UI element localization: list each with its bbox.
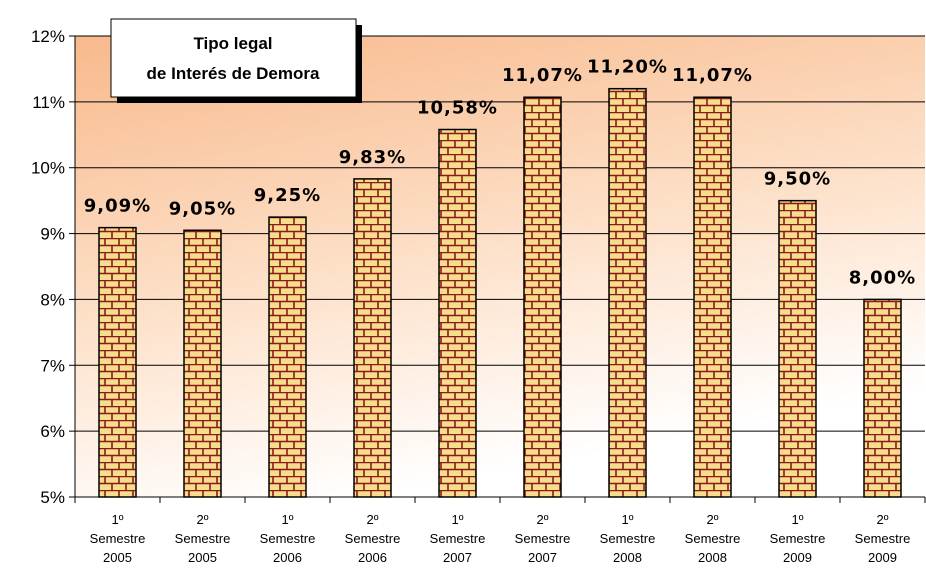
x-tick-label: 2006 xyxy=(273,550,302,565)
data-label: 11,20% xyxy=(587,57,668,78)
bar xyxy=(183,229,222,498)
y-tick-label: 7% xyxy=(40,356,65,375)
x-tick-label: Semestre xyxy=(90,531,146,546)
y-tick-label: 11% xyxy=(32,93,65,112)
y-tick-label: 5% xyxy=(40,488,65,507)
x-tick-label: Semestre xyxy=(345,531,401,546)
x-tick-label: 2º xyxy=(537,512,549,527)
x-tick-label: Semestre xyxy=(260,531,316,546)
y-tick-label: 10% xyxy=(31,159,65,178)
y-tick-label: 12% xyxy=(31,27,65,46)
x-tick-label: 2007 xyxy=(528,550,557,565)
data-label: 10,58% xyxy=(417,98,498,119)
bar xyxy=(608,87,647,498)
x-tick-label: Semestre xyxy=(515,531,571,546)
x-tick-label: 2008 xyxy=(698,550,727,565)
x-axis: 1º Semestre 2005 2º Semestre 2005 1º Semestre 20… xyxy=(74,496,926,565)
x-tick-label: 2º xyxy=(877,512,889,527)
data-label: 11,07% xyxy=(672,65,753,86)
chart-title-box: Tipo legal de Interés de Demora xyxy=(110,18,362,103)
bar xyxy=(268,216,307,498)
x-tick-label: Semestre xyxy=(600,531,656,546)
data-label: 9,25% xyxy=(254,185,321,206)
x-tick-label: 2009 xyxy=(783,550,812,565)
x-tick-label: 2008 xyxy=(613,550,642,565)
bar xyxy=(353,178,392,498)
x-tick-label: Semestre xyxy=(685,531,741,546)
bar xyxy=(98,226,137,498)
x-tick-label: 2007 xyxy=(443,550,472,565)
chart-title-line-1: Tipo legal xyxy=(193,34,272,53)
x-tick-label: 2º xyxy=(367,512,379,527)
x-tick-label: 2009 xyxy=(868,550,897,565)
bar xyxy=(863,298,902,498)
x-tick-label: 2º xyxy=(707,512,719,527)
y-tick-label: 9% xyxy=(40,225,65,244)
x-tick-label: Semestre xyxy=(430,531,486,546)
x-tick-label: Semestre xyxy=(175,531,231,546)
bar xyxy=(523,96,562,498)
x-tick-label: Semestre xyxy=(855,531,911,546)
data-label: 9,09% xyxy=(84,196,151,217)
bars xyxy=(98,87,902,498)
data-label: 9,05% xyxy=(169,198,236,219)
data-label: 9,50% xyxy=(764,169,831,190)
data-label: 11,07% xyxy=(502,65,583,86)
x-tick-label: 1º xyxy=(112,512,124,527)
title-box xyxy=(110,18,357,98)
bar xyxy=(438,128,477,498)
y-axis: 5% 6% 7% 8% 9% 10% 11% 12% xyxy=(31,27,76,507)
x-tick-label: 1º xyxy=(622,512,634,527)
y-tick-label: 8% xyxy=(40,290,65,309)
chart-title-line-2: de Interés de Demora xyxy=(147,64,320,83)
x-tick-label: 1º xyxy=(452,512,464,527)
x-tick-label: 2005 xyxy=(188,550,217,565)
x-tick-label: 2005 xyxy=(103,550,132,565)
y-tick-label: 6% xyxy=(40,422,65,441)
data-label: 8,00% xyxy=(849,267,916,288)
data-label: 9,83% xyxy=(339,147,406,168)
bar xyxy=(693,96,732,498)
x-tick-label: 1º xyxy=(282,512,294,527)
bar xyxy=(778,199,817,498)
x-tick-label: 1º xyxy=(792,512,804,527)
x-tick-label: 2006 xyxy=(358,550,387,565)
x-tick-label: 2º xyxy=(197,512,209,527)
x-tick-label: Semestre xyxy=(770,531,826,546)
data-labels: 9,09% 9,05%9,25%9,83%10,58%11,07% 11,20% 11… xyxy=(84,57,916,289)
